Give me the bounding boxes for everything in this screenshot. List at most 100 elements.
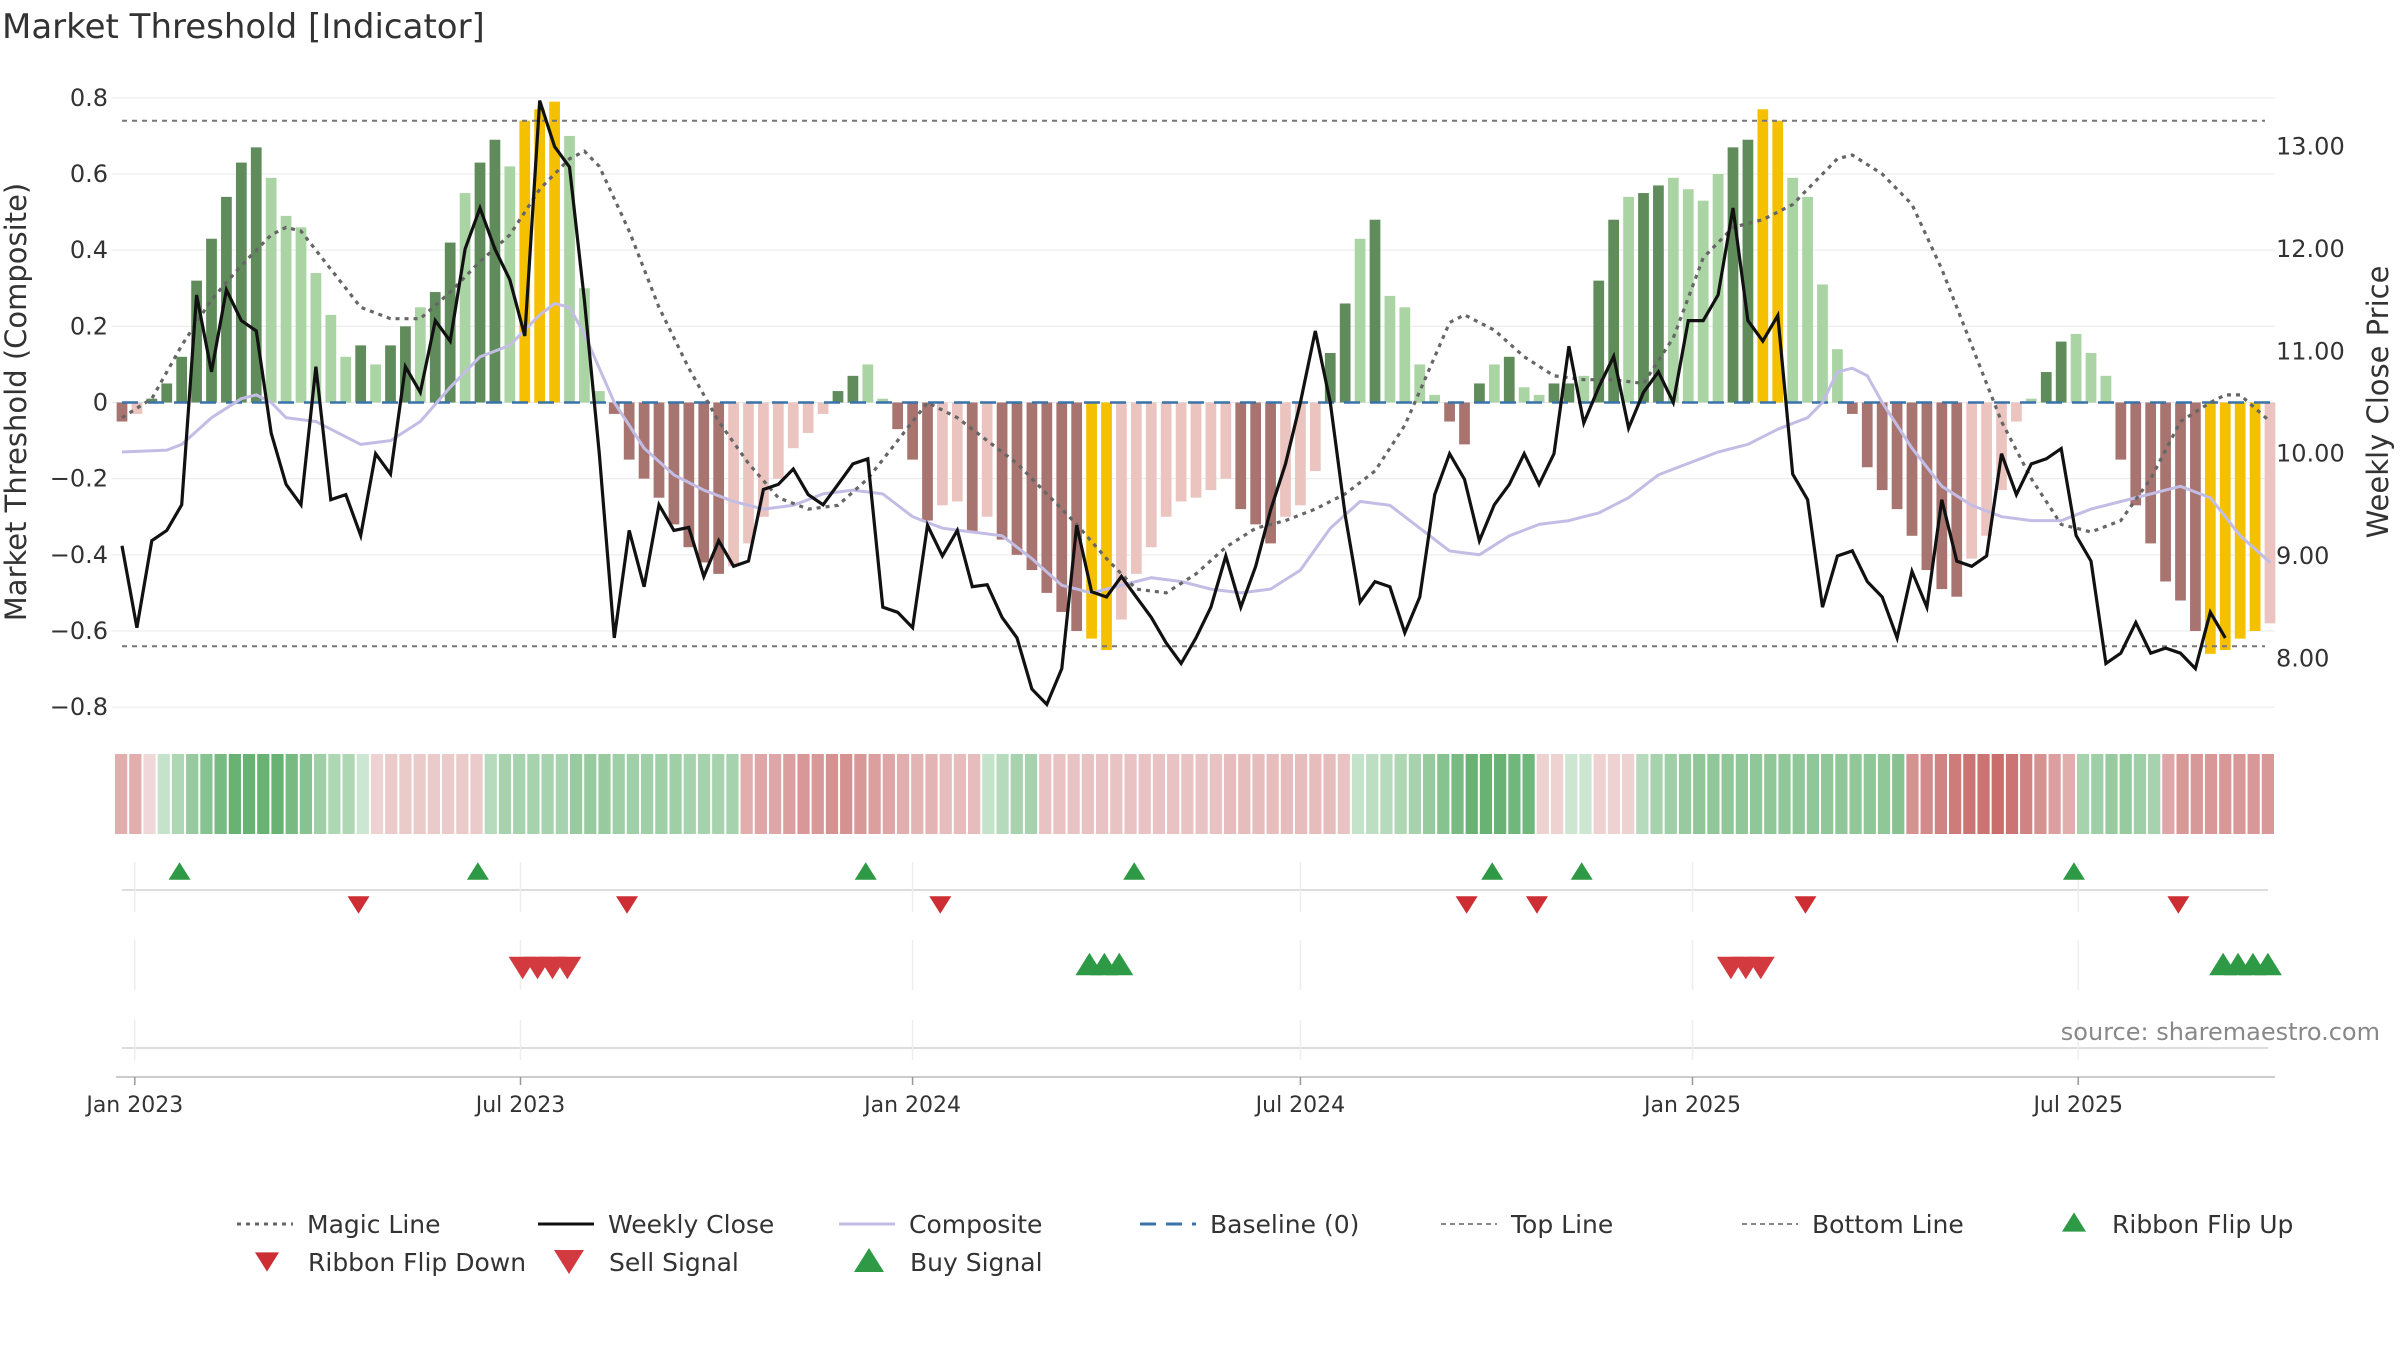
composite-bar bbox=[2040, 372, 2052, 403]
composite-bar bbox=[1235, 402, 1247, 510]
ribbon-cell bbox=[1906, 754, 1919, 834]
legend-label: Ribbon Flip Up bbox=[2112, 1210, 2293, 1239]
composite-bar bbox=[1414, 364, 1426, 403]
ribbon-cell bbox=[2005, 754, 2019, 834]
ribbon-cell bbox=[1892, 754, 1905, 834]
composite-bar bbox=[1101, 402, 1112, 651]
ribbon-cell bbox=[1195, 754, 1208, 834]
composite-bar bbox=[1891, 402, 1903, 510]
ribbon-cell bbox=[868, 754, 881, 834]
composite-bar bbox=[1846, 402, 1858, 414]
ribbon-cell bbox=[1238, 754, 1251, 834]
composite-bar bbox=[325, 314, 337, 403]
ribbon-cell bbox=[655, 754, 668, 834]
ribbon-cell bbox=[314, 754, 327, 834]
composite-bar bbox=[1727, 147, 1739, 403]
y2-tick-label: 9.00 bbox=[2276, 542, 2329, 570]
composite-bar bbox=[444, 242, 456, 403]
composite-bar bbox=[1309, 402, 1321, 472]
ribbon-cell bbox=[840, 754, 853, 834]
composite-bar bbox=[176, 356, 188, 403]
composite-bar bbox=[280, 215, 292, 403]
composite-bar bbox=[1011, 402, 1023, 555]
x-tick-label: Jan 2025 bbox=[1642, 1093, 1741, 1118]
composite-bar bbox=[1220, 402, 1232, 479]
y-tick-label: 0.6 bbox=[70, 160, 108, 188]
composite-bar bbox=[1429, 394, 1441, 403]
composite-bar bbox=[892, 402, 904, 430]
composite-bar bbox=[2234, 402, 2246, 639]
composite-bar bbox=[1697, 200, 1709, 403]
composite-bar bbox=[1682, 189, 1694, 403]
ribbon-cell bbox=[1607, 754, 1621, 834]
x-tick-label: Jul 2024 bbox=[1254, 1093, 1346, 1118]
composite-bar bbox=[429, 292, 441, 403]
ribbon-cell bbox=[385, 754, 398, 834]
ribbon-cell bbox=[1081, 754, 1094, 834]
composite-bar bbox=[1742, 139, 1754, 403]
y2-tick-label: 13.00 bbox=[2276, 133, 2345, 161]
composite-bar bbox=[2249, 402, 2261, 631]
ribbon-cell bbox=[1010, 754, 1023, 834]
ribbon-cell bbox=[996, 754, 1009, 834]
ribbon-cell bbox=[2233, 754, 2246, 834]
composite-bar bbox=[623, 402, 635, 460]
ribbon-cell bbox=[1451, 754, 1464, 834]
legend-label: Bottom Line bbox=[1812, 1210, 1964, 1239]
composite-bar bbox=[579, 288, 590, 403]
ribbon-cell bbox=[1039, 754, 1052, 834]
ribbon-cell bbox=[641, 754, 654, 834]
composite-bar bbox=[2264, 402, 2276, 624]
composite-bar bbox=[1324, 352, 1336, 403]
ribbon-cell bbox=[228, 754, 241, 834]
ribbon-cell bbox=[1110, 754, 1123, 834]
composite-bar bbox=[1996, 402, 2007, 491]
ribbon-flip-down-marker bbox=[616, 896, 639, 914]
composite-bar bbox=[1876, 402, 1888, 491]
ribbon-cell bbox=[726, 754, 739, 834]
ribbon-cell bbox=[1138, 754, 1151, 834]
composite-bar bbox=[1190, 402, 1202, 498]
y-tick-label: 0.4 bbox=[70, 236, 108, 264]
y-tick-label: −0.4 bbox=[50, 541, 108, 569]
ribbon-cell bbox=[1223, 754, 1237, 834]
composite-bar bbox=[608, 402, 620, 414]
composite-bar bbox=[1444, 402, 1455, 422]
composite-bar bbox=[1056, 402, 1068, 612]
composite-bar bbox=[221, 196, 232, 403]
ribbon-cell bbox=[143, 754, 156, 834]
composite-bar bbox=[2055, 341, 2067, 403]
composite-bar bbox=[519, 120, 531, 403]
composite-bar bbox=[1086, 402, 1097, 639]
ribbon-flip-up-marker bbox=[1123, 862, 1146, 880]
legend-swatch-flip-down bbox=[255, 1252, 279, 1272]
ribbon-cell bbox=[1664, 754, 1677, 834]
ribbon-cell bbox=[1835, 754, 1848, 834]
composite-bar bbox=[250, 147, 262, 403]
ribbon-cell bbox=[1508, 754, 1521, 834]
ribbon-cell bbox=[513, 754, 526, 834]
composite-bar bbox=[653, 402, 665, 498]
composite-bar bbox=[668, 402, 680, 525]
ribbon-cell bbox=[1579, 754, 1592, 834]
y2-tick-label: 11.00 bbox=[2276, 337, 2345, 365]
bars bbox=[116, 101, 2276, 654]
composite-bar bbox=[1488, 364, 1500, 403]
ribbon-cell bbox=[2176, 754, 2189, 834]
ribbon-cell bbox=[470, 754, 483, 834]
y2-axis-label: Weekly Close Price bbox=[2361, 266, 2395, 539]
ribbon-cell bbox=[697, 754, 711, 834]
composite-bar bbox=[1265, 402, 1276, 544]
ribbon-flip-down-marker bbox=[1525, 896, 1548, 914]
buy-signal-marker bbox=[1105, 952, 1134, 976]
composite-bar bbox=[1399, 307, 1411, 403]
right-y-axis: 13.00 12.00 11.00 10.00 9.00 8.00 bbox=[2276, 133, 2345, 673]
ribbon-cell bbox=[2062, 754, 2075, 834]
ribbon-cell bbox=[982, 754, 995, 834]
ribbon-flip-up-marker bbox=[466, 862, 489, 880]
ribbon-cell bbox=[754, 754, 767, 834]
ribbon-cell bbox=[1309, 754, 1322, 834]
sell-signal-marker bbox=[1746, 956, 1775, 980]
x-tick-label: Jan 2023 bbox=[84, 1093, 183, 1118]
